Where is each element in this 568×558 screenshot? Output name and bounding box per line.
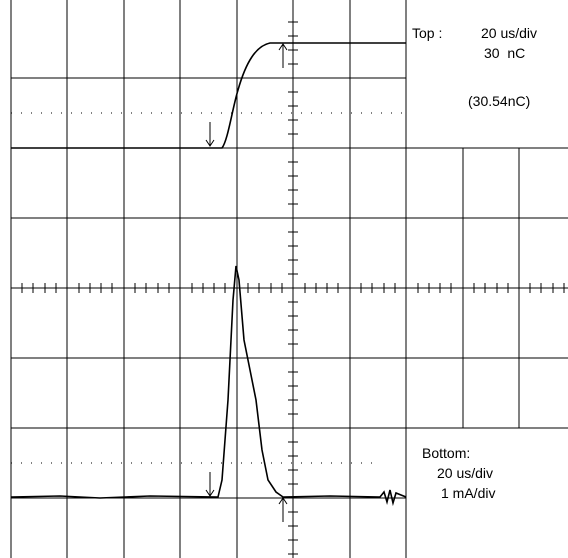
top-scale: 30 nC bbox=[484, 45, 525, 61]
bottom-label: Bottom: bbox=[422, 445, 470, 461]
top-timebase: 20 us/div bbox=[481, 25, 537, 41]
bottom-timebase: 20 us/div bbox=[437, 465, 493, 481]
top-readout-bg bbox=[407, 0, 568, 147]
top-label: Top : bbox=[412, 25, 442, 41]
bottom-readout-bg bbox=[407, 429, 568, 558]
top-measured: (30.54nC) bbox=[468, 93, 530, 109]
markers bbox=[205, 43, 288, 522]
top-trace bbox=[11, 42, 406, 149]
bottom-scale: 1 mA/div bbox=[441, 485, 495, 501]
bottom-trace bbox=[10, 265, 407, 507]
